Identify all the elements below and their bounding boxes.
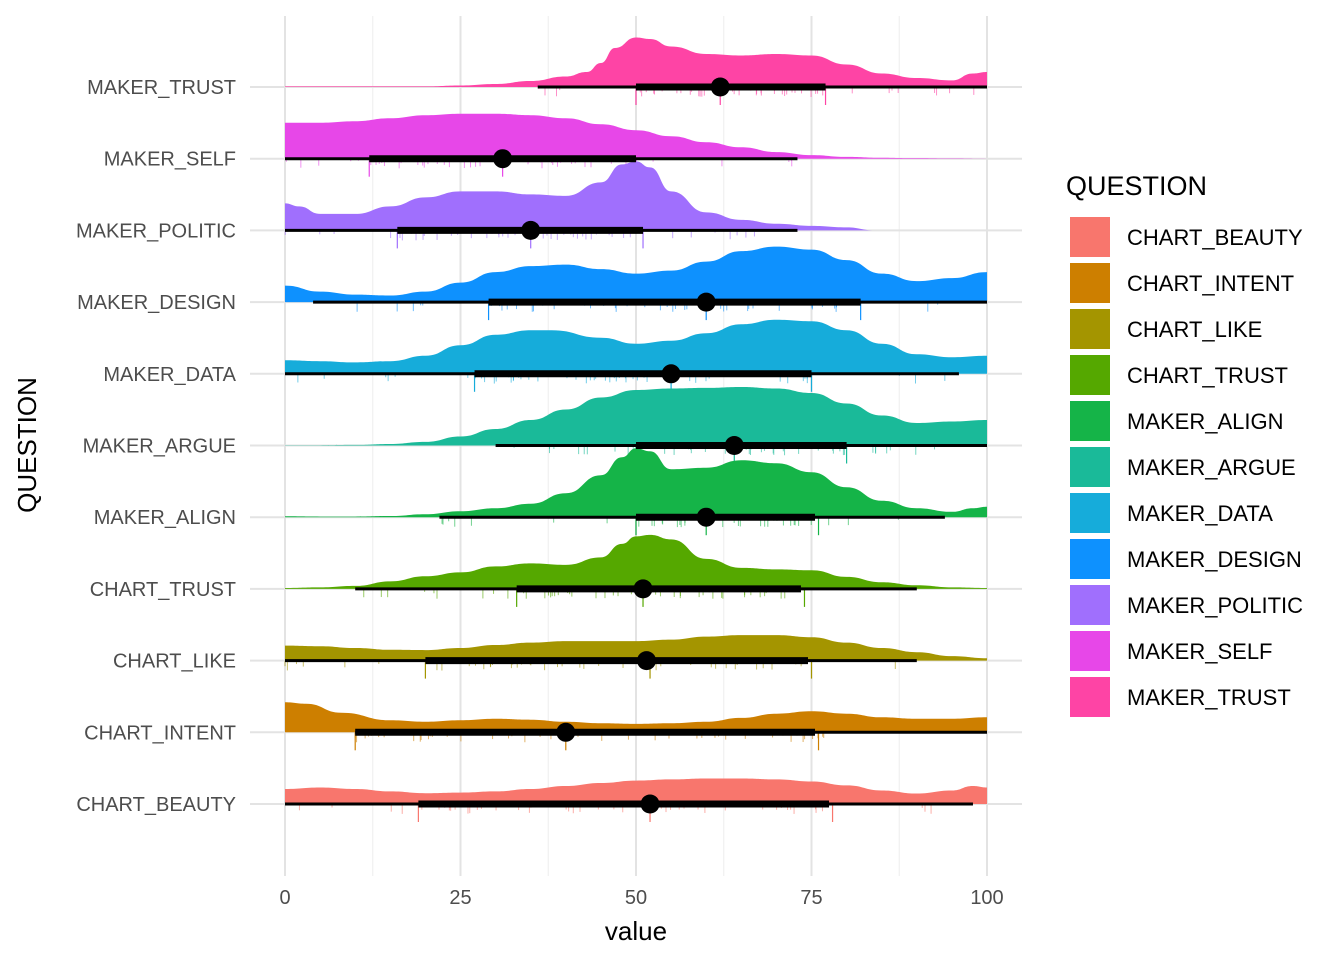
density-layer xyxy=(285,37,987,804)
y-tick-label: MAKER_DATA xyxy=(103,364,236,386)
median-point xyxy=(521,220,541,240)
legend-items: CHART_BEAUTY CHART_INTENT CHART_LIKE CHART_… xyxy=(1070,217,1303,717)
legend-item: MAKER_DATA xyxy=(1070,493,1273,533)
y-tick-label: MAKER_POLITIC xyxy=(76,220,236,242)
legend-label: MAKER_TRUST xyxy=(1127,685,1291,710)
legend-swatch xyxy=(1070,263,1110,303)
legend-swatch xyxy=(1070,355,1110,395)
legend-item: MAKER_ALIGN xyxy=(1070,401,1284,441)
legend-item: MAKER_SELF xyxy=(1070,631,1273,671)
y-tick-label: CHART_LIKE xyxy=(113,651,236,673)
x-tick-label: 0 xyxy=(279,887,290,909)
y-tick-label: MAKER_SELF xyxy=(104,149,236,171)
legend-item: CHART_BEAUTY xyxy=(1070,217,1303,257)
density-shape xyxy=(285,161,875,231)
legend-swatch xyxy=(1070,677,1110,717)
median-point xyxy=(696,507,716,527)
legend-swatch xyxy=(1070,493,1110,533)
x-tick-label: 50 xyxy=(625,887,647,909)
density-shape xyxy=(285,702,987,733)
legend-label: CHART_INTENT xyxy=(1127,271,1294,296)
density-shape xyxy=(285,534,987,589)
y-tick-label: CHART_TRUST xyxy=(90,579,236,601)
legend-label: MAKER_ALIGN xyxy=(1127,409,1284,434)
interval-group xyxy=(285,220,798,240)
legend-label: CHART_BEAUTY xyxy=(1127,225,1303,250)
legend-label: MAKER_POLITIC xyxy=(1127,593,1303,618)
interval-group xyxy=(285,149,798,169)
legend-swatch xyxy=(1070,539,1110,579)
legend-label: MAKER_SELF xyxy=(1127,639,1273,664)
median-point xyxy=(493,149,513,169)
legend: QUESTION CHART_BEAUTY CHART_INTENT CHART_L… xyxy=(1066,171,1303,717)
x-tick-label: 25 xyxy=(449,887,471,909)
median-point xyxy=(640,794,660,814)
interval-group xyxy=(495,436,987,455)
legend-swatch xyxy=(1070,309,1110,349)
y-tick-labels: CHART_BEAUTY CHART_INTENT CHART_LIKE CHART_… xyxy=(76,77,237,816)
median-point xyxy=(637,651,657,671)
interval-group xyxy=(355,579,917,599)
legend-item: CHART_LIKE xyxy=(1070,309,1262,349)
interval-group xyxy=(537,77,987,97)
median-point xyxy=(710,77,730,97)
y-tick-label: CHART_BEAUTY xyxy=(76,794,236,816)
legend-swatch xyxy=(1070,401,1110,441)
y-tick-label: MAKER_ARGUE xyxy=(83,436,236,458)
y-tick-label: MAKER_TRUST xyxy=(87,77,236,99)
legend-swatch xyxy=(1070,217,1110,257)
interval-group xyxy=(285,364,959,384)
x-tick-labels: 0 25 50 75 100 xyxy=(279,887,1003,909)
legend-label: MAKER_DATA xyxy=(1127,501,1273,526)
median-point xyxy=(556,722,576,742)
interval-group xyxy=(313,292,987,312)
density-shape xyxy=(285,37,987,87)
legend-label: MAKER_DESIGN xyxy=(1127,547,1302,572)
legend-item: CHART_INTENT xyxy=(1070,263,1294,303)
legend-label: CHART_TRUST xyxy=(1127,363,1288,388)
x-tick-label: 75 xyxy=(800,887,822,909)
interval-group xyxy=(285,794,973,814)
y-tick-label: MAKER_DESIGN xyxy=(77,292,236,314)
y-axis-title: QUESTION xyxy=(12,377,42,513)
median-point xyxy=(661,364,681,384)
density-shape xyxy=(285,387,987,446)
legend-label: MAKER_ARGUE xyxy=(1127,455,1296,480)
legend-item: CHART_TRUST xyxy=(1070,355,1288,395)
density-shape xyxy=(285,319,987,374)
density-shape xyxy=(285,635,987,661)
interval-group xyxy=(285,651,917,671)
legend-swatch xyxy=(1070,447,1110,487)
density-shape xyxy=(285,778,987,804)
legend-label: CHART_LIKE xyxy=(1127,317,1262,342)
median-point xyxy=(724,436,744,455)
median-point xyxy=(696,292,716,312)
y-tick-label: MAKER_ALIGN xyxy=(94,507,236,529)
density-shape xyxy=(285,448,987,518)
interval-group xyxy=(355,722,987,742)
legend-item: MAKER_TRUST xyxy=(1070,677,1291,717)
interval-group xyxy=(439,507,945,527)
legend-swatch xyxy=(1070,585,1110,625)
x-tick-label: 100 xyxy=(970,887,1003,909)
density-shape xyxy=(285,113,987,159)
y-tick-label: CHART_INTENT xyxy=(84,722,236,744)
x-axis-title: value xyxy=(605,916,667,946)
median-point xyxy=(633,579,653,599)
density-shape xyxy=(285,246,987,303)
legend-swatch xyxy=(1070,631,1110,671)
legend-item: MAKER_ARGUE xyxy=(1070,447,1296,487)
legend-item: MAKER_POLITIC xyxy=(1070,585,1303,625)
interval-layer xyxy=(285,77,987,814)
legend-title: QUESTION xyxy=(1066,171,1207,201)
legend-item: MAKER_DESIGN xyxy=(1070,539,1302,579)
